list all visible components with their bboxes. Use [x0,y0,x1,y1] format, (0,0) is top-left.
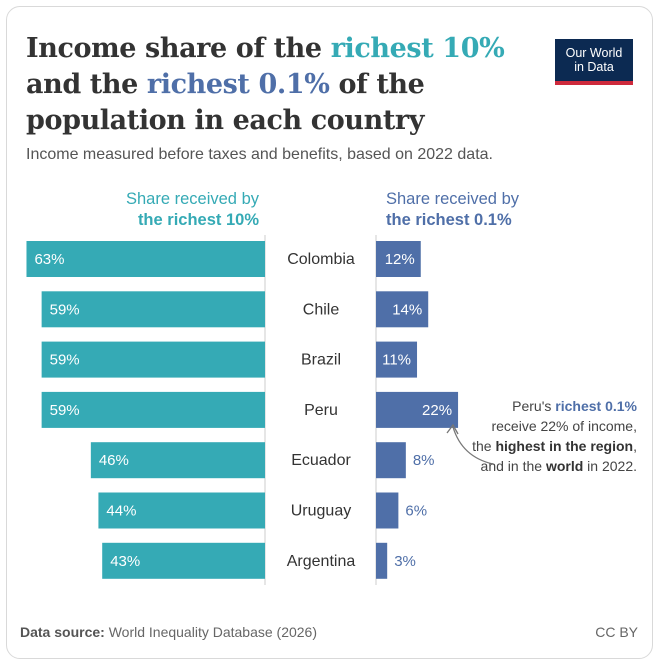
country-label-argentina: Argentina [287,553,356,570]
bar-richest-01-uruguay [376,492,399,529]
label-richest-10-brazil: 59% [50,352,80,369]
bar-richest-10-peru [41,391,265,428]
chart-title: Income share of the richest 10% and the … [26,33,505,136]
license-link[interactable]: CC BY [595,624,638,640]
label-richest-01-argentina: 3% [394,553,416,570]
bar-richest-01-colombia [376,241,421,277]
country-label-uruguay: Uruguay [291,503,351,520]
annotation-arrow-line [452,426,494,465]
country-label-ecuador: Ecuador [291,452,351,469]
bar-chart: 63% Colombia 12% 59% Chile 14% 59% Brazil 11% 59%… [26,235,494,585]
bar-richest-01-brazil [376,341,418,378]
label-richest-01-chile: 14% [392,301,422,318]
bar-richest-01-argentina [376,542,388,579]
label-richest-01-brazil: 11% [382,352,411,369]
country-label-brazil: Brazil [301,352,341,369]
label-richest-01-ecuador: 8% [413,452,435,469]
footer: Data source: World Inequality Database (… [20,624,638,640]
bar-richest-10-colombia [26,241,266,277]
label-richest-01-peru: 22% [422,402,452,419]
data-source-text[interactable]: World Inequality Database (2026) [104,624,318,640]
bar-richest-10-brazil [41,341,265,378]
label-richest-10-ecuador: 46% [99,452,129,469]
label-richest-10-colombia: 63% [34,251,64,268]
our-world-in-data-logo[interactable]: Our World in Data [555,39,633,85]
chart-card: Income share of the richest 10% and the … [6,6,653,659]
label-richest-01-colombia: 12% [385,251,415,268]
bar-richest-01-ecuador [376,442,406,479]
label-richest-01-uruguay: 6% [405,503,427,520]
label-richest-10-chile: 59% [50,301,80,318]
annotation-arrow-head [446,423,459,435]
country-label-colombia: Colombia [287,251,355,268]
data-source-label: Data source: [20,624,105,640]
bar-richest-10-ecuador [90,442,266,479]
bar-richest-01-chile [376,291,429,328]
peru-annotation: Peru's richest 0.1% receive 22% of incom… [472,398,637,474]
country-label-chile: Chile [303,301,340,318]
bar-richest-10-argentina [102,542,266,579]
label-richest-10-argentina: 43% [110,553,140,570]
bar-richest-10-chile [41,291,265,328]
bar-richest-10-uruguay [98,492,265,529]
label-richest-10-uruguay: 44% [106,503,136,520]
country-label-peru: Peru [304,402,338,419]
left-column-heading: Share received by the richest 10% [126,190,259,229]
chart-subtitle: Income measured before taxes and benefit… [26,146,493,163]
label-richest-10-peru: 59% [50,402,80,419]
right-column-heading: Share received by the richest 0.1% [386,190,519,229]
bar-richest-01-peru [376,391,459,428]
